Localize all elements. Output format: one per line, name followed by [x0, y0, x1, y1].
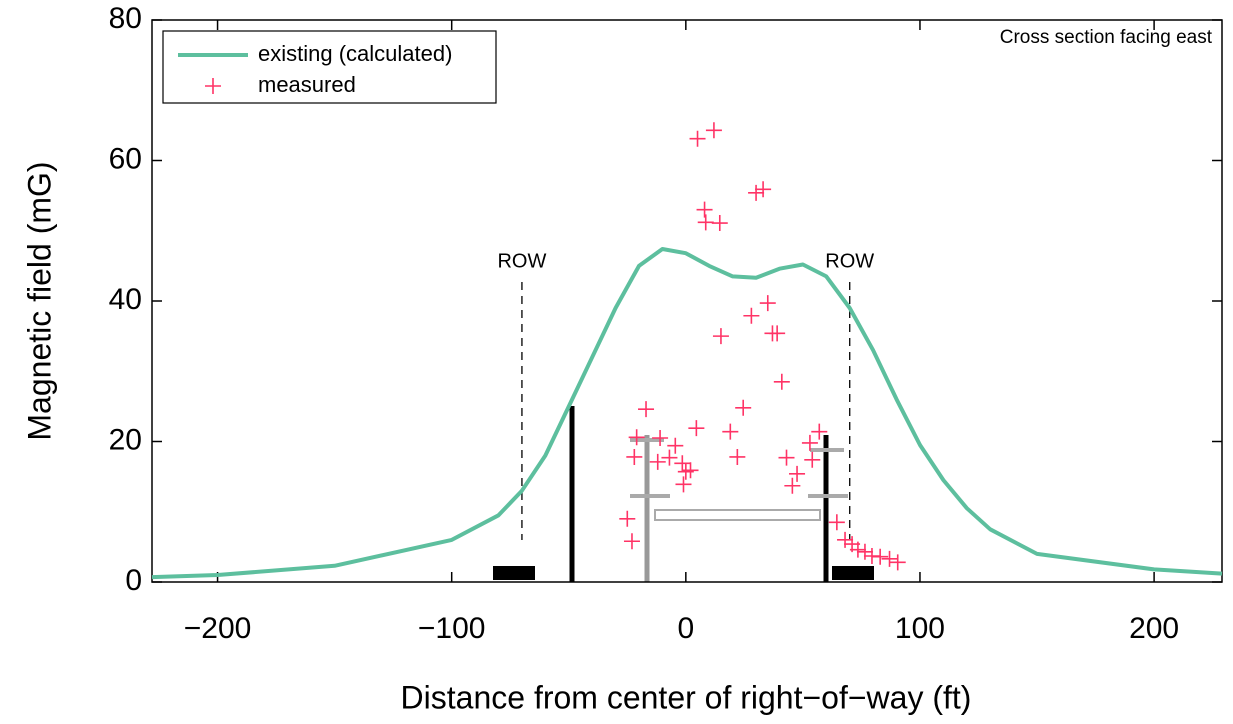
measured-point	[729, 448, 746, 465]
legend-symbol	[205, 78, 221, 94]
measured-point	[688, 420, 705, 437]
measured-point	[705, 122, 722, 139]
measured-point	[773, 373, 790, 390]
measured-point	[689, 130, 706, 147]
measured-point	[789, 465, 806, 482]
plot-frame	[151, 19, 1223, 583]
measured-point	[677, 463, 694, 480]
y-tick-label: 20	[109, 423, 142, 456]
x-tick-label: 100	[895, 612, 945, 645]
measured-point	[778, 449, 795, 466]
legend-box	[162, 30, 497, 104]
measured-point	[626, 448, 643, 465]
measured-point	[712, 328, 729, 345]
measured-point	[696, 201, 713, 218]
measured-point	[811, 423, 828, 440]
crossarm	[630, 438, 848, 498]
measured-point	[661, 449, 678, 466]
legend-label: measured	[258, 72, 356, 97]
measured-point	[674, 455, 691, 472]
measured-point	[801, 434, 818, 451]
measured-point	[652, 429, 669, 446]
legend: existing (calculated) measured	[162, 30, 497, 104]
measured-point	[628, 429, 645, 446]
structures	[493, 406, 874, 582]
measured-point	[769, 325, 786, 342]
easement-marker	[493, 566, 535, 580]
measured-point	[735, 399, 752, 416]
legend-label: existing (calculated)	[258, 41, 452, 66]
measured-point	[722, 423, 739, 440]
x-tick-label: −100	[418, 612, 486, 645]
x-tick-label: −200	[184, 612, 252, 645]
measured-point	[872, 548, 889, 565]
measured-point	[755, 181, 772, 198]
measured-point	[784, 477, 801, 494]
easement-marker	[832, 566, 874, 580]
measured-point	[743, 307, 760, 324]
measured-point	[759, 295, 776, 312]
calculated-line	[151, 247, 1223, 580]
y-tick-label: 40	[109, 283, 142, 316]
measured-point	[649, 453, 666, 470]
measured-point	[667, 437, 684, 454]
annotation: Cross section facing east	[1000, 27, 1213, 48]
y-tick-label: 0	[125, 564, 142, 597]
x-tick-label: 0	[677, 612, 694, 645]
truss	[654, 509, 821, 521]
measured-point	[711, 215, 728, 232]
measured-point	[828, 514, 845, 531]
y-tick-label: 80	[109, 2, 142, 35]
y-axis-label: Magnetic field (mG)	[21, 161, 57, 440]
measured-point	[804, 451, 821, 468]
row-label: ROW	[825, 250, 874, 272]
measured-point	[697, 214, 714, 231]
measured-point	[623, 533, 640, 550]
measured-point	[856, 543, 873, 560]
measured-point	[849, 541, 866, 558]
measured-point	[675, 476, 692, 493]
y-tick-label: 60	[109, 142, 142, 175]
row-label: ROW	[497, 250, 546, 272]
measured-point	[889, 554, 906, 571]
measured-point	[638, 401, 655, 418]
measured-point	[881, 550, 898, 567]
measured-point	[682, 462, 699, 479]
measured-point	[748, 184, 765, 201]
measured-point	[619, 510, 636, 527]
measured-point	[837, 531, 854, 548]
x-axis-label: Distance from center of right−of−way (ft…	[401, 679, 972, 715]
x-tick-label: 200	[1129, 612, 1179, 645]
